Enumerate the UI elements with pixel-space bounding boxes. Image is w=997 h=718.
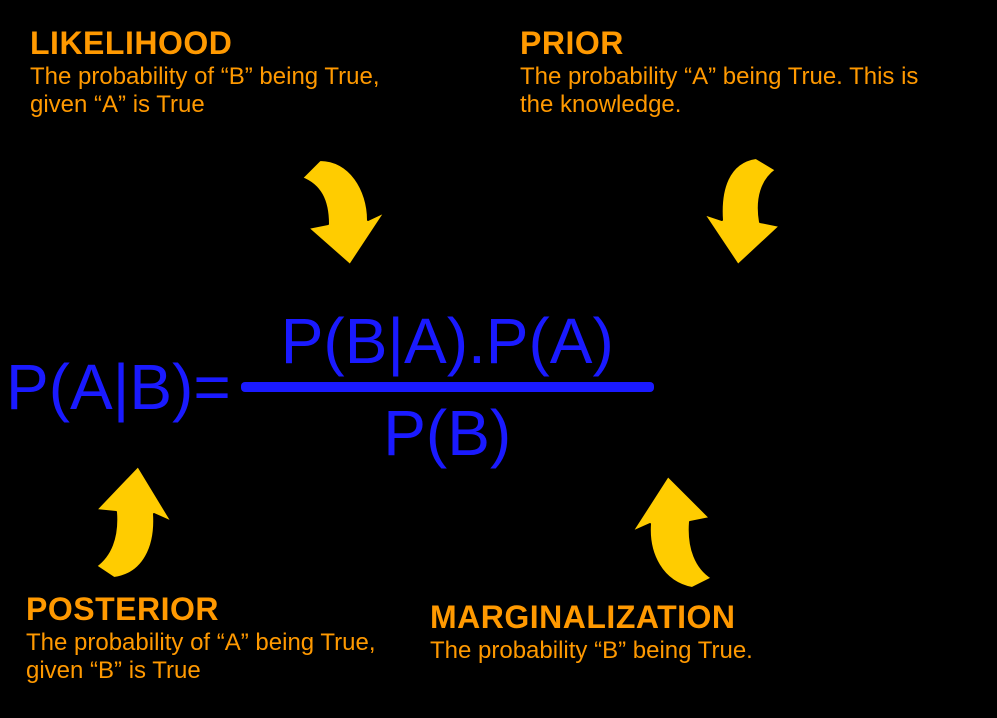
- arrow-likelihood-icon: [290, 150, 390, 270]
- posterior-title: POSTERIOR: [26, 592, 426, 627]
- likelihood-title: LIKELIHOOD: [30, 26, 410, 61]
- prior-desc: The probability “A” being True. This is …: [520, 63, 920, 118]
- marginalization-desc: The probability “B” being True.: [430, 637, 930, 665]
- arrow-posterior-icon: [86, 460, 176, 580]
- formula-fraction: P(B|A).P(A) P(B): [241, 300, 654, 474]
- label-prior: PRIOR The probability “A” being True. Th…: [520, 26, 920, 118]
- label-posterior: POSTERIOR The probability of “A” being T…: [26, 592, 426, 684]
- marginalization-title: MARGINALIZATION: [430, 600, 930, 635]
- prior-title: PRIOR: [520, 26, 920, 61]
- arrow-prior-icon: [698, 150, 788, 270]
- likelihood-desc: The probability of “B” being True, given…: [30, 63, 410, 118]
- formula-equals: =: [193, 350, 230, 424]
- bayes-formula: P(A|B) = P(B|A).P(A) P(B): [6, 300, 654, 474]
- fraction-bar: [241, 382, 654, 392]
- formula-lhs: P(A|B): [6, 350, 193, 424]
- formula-numerator: P(B|A).P(A): [241, 300, 654, 382]
- label-marginalization: MARGINALIZATION The probability “B” bein…: [430, 600, 930, 665]
- formula-denominator: P(B): [343, 392, 551, 474]
- arrow-marginalization-icon: [622, 470, 722, 590]
- posterior-desc: The probability of “A” being True, given…: [26, 629, 426, 684]
- label-likelihood: LIKELIHOOD The probability of “B” being …: [30, 26, 410, 118]
